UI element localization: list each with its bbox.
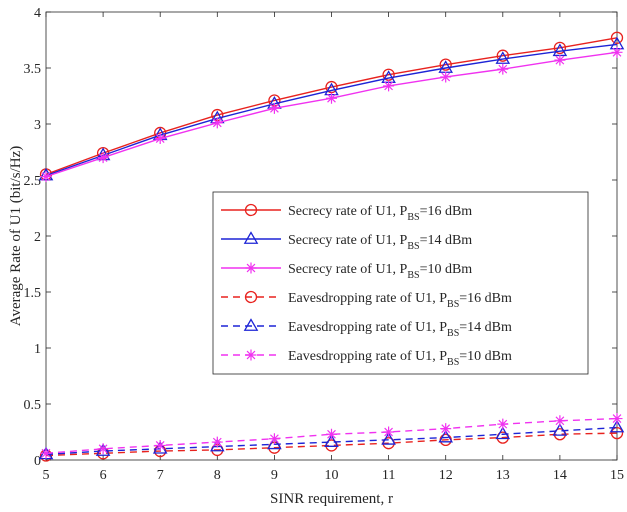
- data-point: [553, 41, 567, 54]
- data-point: [382, 68, 395, 81]
- data-point: [211, 117, 223, 129]
- data-point: [268, 102, 280, 114]
- y-tick-label: 0.5: [24, 398, 42, 413]
- legend-marker: [243, 231, 259, 244]
- legend-marker: [245, 349, 257, 361]
- y-tick-label: 0: [34, 454, 41, 469]
- data-point: [611, 413, 623, 425]
- data-point: [610, 31, 624, 44]
- y-tick-label: 2.5: [24, 174, 42, 189]
- data-point: [40, 447, 52, 459]
- x-tick-label: 15: [610, 468, 624, 483]
- series-6: [40, 413, 623, 459]
- x-tick-label: 5: [43, 468, 50, 483]
- series-line: [45, 37, 618, 176]
- data-point: [497, 418, 509, 430]
- data-point: [552, 423, 568, 436]
- series-layer: [38, 31, 625, 462]
- y-axis-label: Average Rate of U1 (bit/s/Hz): [8, 146, 24, 327]
- x-tick-label: 8: [214, 468, 221, 483]
- x-axis-ticks: 5 6 7 8 9 10 11 12 13 14 15: [43, 12, 624, 483]
- data-point: [554, 415, 566, 427]
- data-point: [383, 426, 395, 438]
- legend-entry: Secrecy rate of U1, PBS=10 dBm: [221, 262, 472, 281]
- legend-marker: [245, 262, 257, 274]
- data-point: [154, 133, 166, 145]
- data-point: [495, 426, 511, 440]
- legend-entry: Eavesdropping rate of U1, PBS=14 dBm: [221, 318, 512, 339]
- data-point: [609, 419, 625, 433]
- series-1: [39, 31, 624, 181]
- legend-entry: Secrecy rate of U1, PBS=14 dBm: [221, 231, 472, 252]
- data-point: [97, 443, 109, 455]
- series-3: [40, 46, 623, 183]
- data-point: [495, 51, 511, 64]
- series-line: [45, 43, 618, 177]
- data-point: [381, 432, 396, 445]
- data-point: [97, 152, 109, 164]
- x-tick-label: 12: [439, 468, 453, 483]
- data-point: [611, 46, 623, 58]
- x-tick-label: 6: [100, 468, 107, 483]
- data-point: [610, 426, 624, 440]
- legend-label: Eavesdropping rate of U1, PBS=16 dBm: [288, 291, 512, 310]
- y-tick-label: 1.5: [24, 286, 42, 301]
- data-point: [440, 71, 452, 83]
- legend-marker: [244, 290, 258, 304]
- x-tick-label: 9: [271, 468, 278, 483]
- y-tick-label: 3.5: [24, 62, 42, 77]
- legend: Secrecy rate of U1, PBS=16 dBm Secrecy ra…: [212, 191, 589, 375]
- data-point: [439, 58, 452, 71]
- legend-label: Secrecy rate of U1, PBS=14 dBm: [288, 233, 472, 252]
- legend-label: Secrecy rate of U1, PBS=10 dBm: [288, 262, 472, 281]
- y-tick-label: 2: [34, 230, 41, 245]
- x-tick-label: 10: [325, 468, 339, 483]
- legend-box: [212, 191, 589, 375]
- y-tick-label: 4: [34, 6, 41, 21]
- legend-entry: Eavesdropping rate of U1, PBS=16 dBm: [221, 290, 512, 310]
- x-tick-label: 14: [553, 468, 567, 483]
- data-point: [152, 440, 168, 454]
- data-point: [325, 80, 338, 94]
- y-tick-label: 1: [34, 342, 41, 357]
- data-point: [324, 434, 339, 447]
- y-tick-label: 3: [34, 118, 41, 133]
- legend-label: Eavesdropping rate of U1, PBS=14 dBm: [288, 320, 512, 339]
- data-point: [496, 49, 509, 62]
- legend-entry: Secrecy rate of U1, PBS=16 dBm: [221, 203, 472, 223]
- data-point: [440, 423, 452, 435]
- x-tick-label: 7: [157, 468, 164, 483]
- data-point: [267, 436, 282, 450]
- x-tick-label: 11: [382, 468, 395, 483]
- data-point: [438, 429, 453, 443]
- y-axis-ticks: 0 0.5 1 1.5 2 2.5 3 3.5 4: [24, 6, 617, 469]
- data-point: [383, 80, 395, 92]
- legend-label: Eavesdropping rate of U1, PBS=10 dBm: [288, 349, 512, 368]
- legend-label: Secrecy rate of U1, PBS=16 dBm: [288, 204, 472, 223]
- legend-marker: [243, 318, 259, 331]
- data-point: [326, 428, 337, 440]
- x-tick-label: 13: [496, 468, 510, 483]
- data-point: [154, 439, 166, 451]
- data-point: [95, 443, 111, 456]
- data-point: [211, 436, 223, 448]
- data-point: [554, 54, 566, 66]
- x-axis-label: SINR requirement, r: [270, 491, 393, 507]
- legend-marker: [244, 203, 258, 217]
- legend-entry: Eavesdropping rate of U1, PBS=10 dBm: [221, 349, 512, 368]
- data-point: [268, 433, 280, 445]
- data-point: [497, 63, 509, 75]
- data-point: [326, 92, 337, 104]
- data-point: [40, 171, 52, 183]
